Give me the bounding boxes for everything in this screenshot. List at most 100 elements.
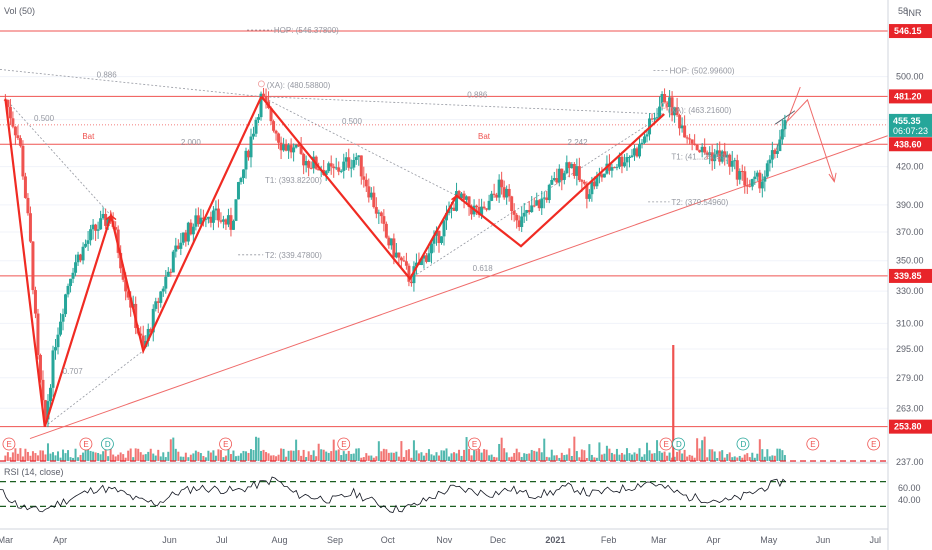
volume-bar <box>6 452 9 461</box>
price-tick-label: 310.00 <box>896 318 924 328</box>
volume-bar <box>59 457 62 461</box>
candle-body <box>540 198 544 209</box>
candle-body <box>284 144 288 151</box>
horizontal-levels[interactable] <box>0 30 889 440</box>
event-marker-label: E <box>810 440 815 449</box>
volume-bar <box>390 452 393 461</box>
volume-bar <box>570 455 573 461</box>
volume-bar <box>117 454 120 461</box>
candle-body <box>359 155 363 177</box>
volume-bar <box>718 451 721 461</box>
candle-body <box>332 166 336 169</box>
time-axis[interactable]: Mar Apr Jun Jul Aug Sep Oct Nov Dec 2021 Feb Mar Apr… <box>0 528 888 545</box>
candle-body <box>71 272 75 279</box>
volume-bar <box>520 456 523 461</box>
volume-bar <box>402 456 405 461</box>
volume-bar <box>397 456 400 461</box>
volume-bar <box>633 452 636 461</box>
candle-body <box>685 137 689 139</box>
pattern-annotation: T2: (339.47800) <box>265 251 322 260</box>
rsi-indicator-label[interactable]: RSI (14, close) <box>4 467 64 477</box>
volume-indicator-label[interactable]: Vol (50) <box>4 6 35 16</box>
volume-bar <box>448 456 451 461</box>
candle-body <box>595 176 599 187</box>
candle-body <box>377 212 381 214</box>
candle-body <box>760 181 764 189</box>
earnings-marker <box>867 437 881 451</box>
volume-bar <box>51 452 54 461</box>
candle-body <box>294 144 298 148</box>
volume-bar <box>350 453 353 461</box>
dividend-marker <box>736 437 750 451</box>
candle-body <box>442 220 446 237</box>
volume-bar <box>458 449 461 461</box>
candle-body <box>79 254 83 261</box>
bat-pattern-leg <box>4 96 263 427</box>
volume-bar <box>224 455 227 461</box>
candle-body <box>670 97 674 116</box>
time-tick-label: Mar <box>0 535 13 545</box>
candle-body <box>560 168 564 180</box>
volume-bar <box>360 457 363 461</box>
candle-body <box>758 172 762 189</box>
volume-bar <box>337 449 340 461</box>
level-price-label: 546.15 <box>894 26 922 36</box>
time-tick-label: Nov <box>436 535 453 545</box>
pattern-annotation: 0.500 <box>34 114 55 123</box>
candle-body <box>189 222 193 235</box>
volume-bar <box>653 453 656 461</box>
event-marker-label: D <box>105 440 111 449</box>
harmonic-patterns[interactable] <box>4 95 665 427</box>
volume-bar <box>154 455 157 461</box>
candle-body <box>354 157 358 160</box>
time-tick-label: Sep <box>327 535 343 545</box>
candle-body <box>362 176 366 180</box>
price-tick-label: 263.00 <box>896 403 924 413</box>
volume-bar <box>548 457 551 461</box>
volume-bar <box>367 455 370 461</box>
time-tick-label: Dec <box>490 535 507 545</box>
candle-body <box>477 206 481 215</box>
candle-body <box>748 185 752 187</box>
volume-bar <box>315 456 318 461</box>
event-markers[interactable]: E E D E E E E D E ED <box>2 437 881 451</box>
volume-bar <box>708 449 711 461</box>
candle-body <box>149 328 153 333</box>
volume-bar <box>285 456 288 461</box>
pattern-annotation: Bat <box>478 132 491 141</box>
candle-body <box>602 173 606 178</box>
volume-bar <box>761 449 764 461</box>
candle-body <box>397 252 401 258</box>
volume-bar <box>335 450 338 461</box>
volume-bar <box>295 439 298 461</box>
volume-bar <box>600 454 603 461</box>
volume-bar <box>79 454 82 461</box>
candle-body <box>733 160 737 162</box>
volume-bar <box>463 449 466 461</box>
candle-body <box>457 191 461 199</box>
candle-body <box>620 156 624 167</box>
level-price-tag <box>889 268 932 283</box>
volume-bar <box>222 457 225 461</box>
volume-bar <box>92 451 95 461</box>
candle-body <box>452 207 456 211</box>
volume-bar <box>686 456 689 461</box>
event-marker-label: E <box>6 440 11 449</box>
candle-body <box>392 238 396 258</box>
volume-bar <box>630 454 633 461</box>
volume-bar <box>671 457 674 461</box>
candle-body <box>517 220 521 228</box>
volume-bar <box>776 448 779 461</box>
volume-bar <box>272 455 275 461</box>
volume-bar <box>437 455 440 461</box>
event-marker-label: E <box>664 440 669 449</box>
volume-bar <box>703 436 706 461</box>
candle-body <box>206 216 210 219</box>
candle-body <box>577 166 581 181</box>
pattern-annotations: HOP: (546.37800) HOP: (502.99600) (XA): (4… <box>34 26 735 376</box>
candle-body <box>11 118 15 127</box>
volume-bar <box>721 450 724 461</box>
candle-body <box>688 138 692 140</box>
event-marker-label: D <box>740 440 746 449</box>
